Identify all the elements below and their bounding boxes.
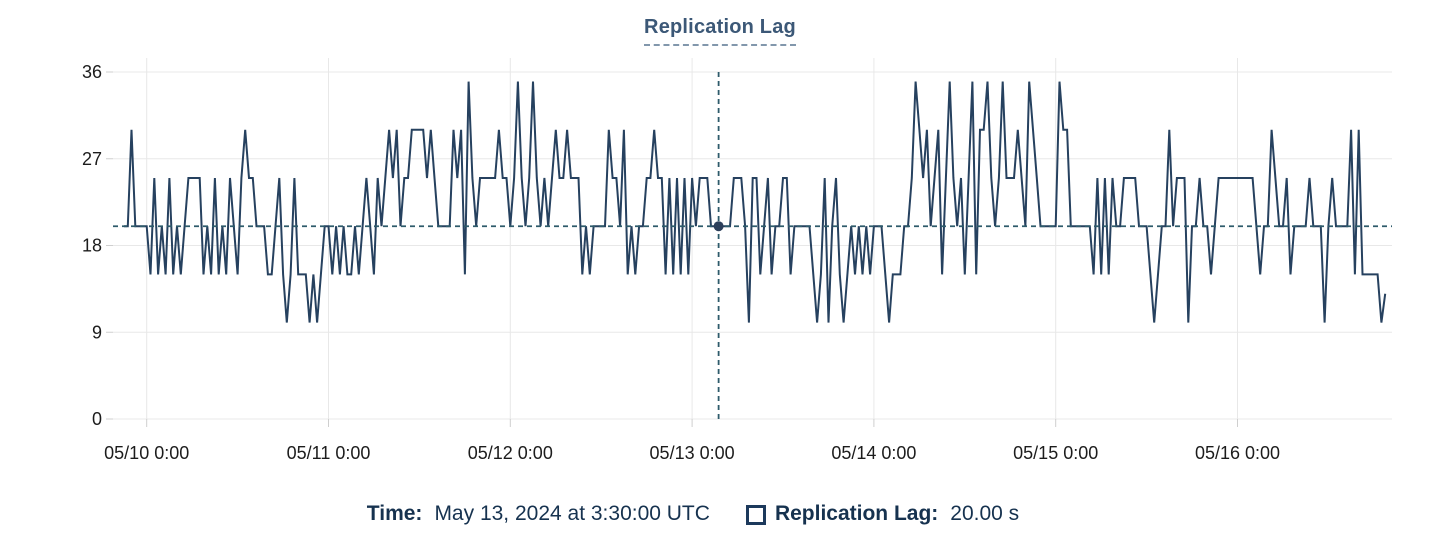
chart-header: Replication Lag — [0, 0, 1440, 52]
series-value: 20.00 s — [950, 502, 1020, 525]
plot-hover-area[interactable] — [113, 72, 1392, 419]
series-line — [124, 81, 1387, 323]
series-label[interactable]: Replication Lag: — [774, 502, 939, 525]
tooltip-bar: Time: May 13, 2024 at 3:30:00 UTC Replic… — [0, 502, 1413, 526]
x-tick-label: 05/10 0:00 — [104, 443, 189, 463]
x-tick-label: 05/12 0:00 — [468, 443, 553, 463]
time-label: Time: — [366, 502, 423, 525]
x-tick-label: 05/14 0:00 — [831, 443, 916, 463]
y-tick-label: 27 — [82, 149, 102, 169]
x-tick-label: 05/16 0:00 — [1195, 443, 1280, 463]
x-tick-label: 05/15 0:00 — [1013, 443, 1098, 463]
x-tick-label: 05/11 0:00 — [287, 443, 371, 463]
replication-lag-chart: 0 9 18 27 36 05/10 0:00 05/11 0:00 05/12 0:00 05… — [82, 58, 1392, 463]
y-tick-label: 36 — [82, 62, 102, 82]
x-tick-label: 05/13 0:00 — [650, 443, 735, 463]
grid-layer: 0 9 18 27 36 05/10 0:00 05/11 0:00 05/12 0:00 05… — [82, 58, 1392, 463]
y-tick-label: 9 — [92, 322, 102, 342]
chart-title[interactable]: Replication Lag — [644, 16, 796, 46]
time-value: May 13, 2024 at 3:30:00 UTC — [434, 502, 710, 525]
crosshair-point — [713, 221, 724, 232]
series-swatch-icon[interactable] — [745, 505, 766, 525]
y-tick-label: 0 — [92, 409, 102, 429]
y-tick-label: 18 — [82, 236, 102, 256]
